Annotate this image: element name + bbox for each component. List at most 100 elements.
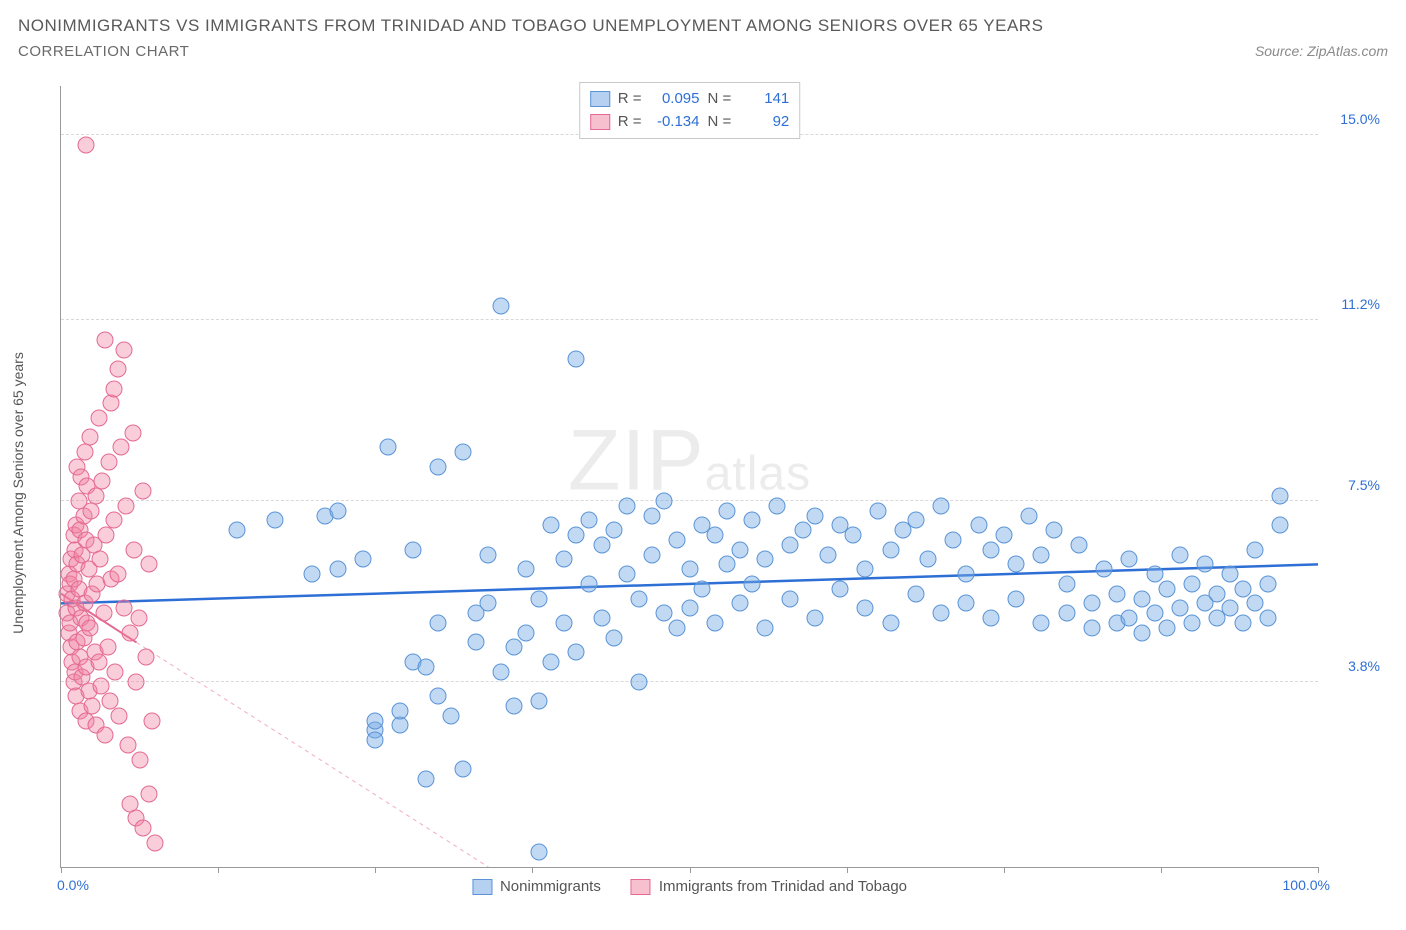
data-point — [417, 658, 434, 675]
x-tick — [375, 867, 376, 873]
legend-row: R = -0.134 N = 92 — [590, 111, 790, 134]
data-point — [1209, 585, 1226, 602]
data-point — [568, 644, 585, 661]
r-value: 0.095 — [650, 88, 700, 111]
data-point — [530, 844, 547, 861]
data-point — [109, 566, 126, 583]
data-point — [530, 590, 547, 607]
data-point — [96, 727, 113, 744]
y-tick-label: 15.0% — [1340, 111, 1380, 127]
data-point — [107, 663, 124, 680]
data-point — [304, 566, 321, 583]
data-point — [105, 380, 122, 397]
data-point — [90, 409, 107, 426]
swatch-pink-icon — [631, 879, 651, 895]
data-point — [103, 395, 120, 412]
data-point — [442, 707, 459, 724]
data-point — [769, 497, 786, 514]
data-point — [1083, 595, 1100, 612]
data-point — [932, 605, 949, 622]
data-point — [1222, 600, 1239, 617]
data-point — [430, 614, 447, 631]
data-point — [392, 702, 409, 719]
data-point — [467, 634, 484, 651]
swatch-blue-icon — [590, 91, 610, 107]
y-tick-label: 7.5% — [1348, 477, 1380, 493]
data-point — [1259, 610, 1276, 627]
data-point — [367, 732, 384, 749]
data-point — [681, 600, 698, 617]
data-point — [98, 527, 115, 544]
data-point — [81, 619, 98, 636]
data-point — [832, 580, 849, 597]
data-point — [631, 673, 648, 690]
data-point — [543, 654, 560, 671]
data-point — [1134, 590, 1151, 607]
data-point — [593, 610, 610, 627]
data-point — [455, 444, 472, 461]
data-point — [756, 551, 773, 568]
x-tick — [1004, 867, 1005, 873]
data-point — [417, 771, 434, 788]
data-point — [1108, 585, 1125, 602]
legend-item: Immigrants from Trinidad and Tobago — [631, 878, 907, 895]
data-point — [1146, 605, 1163, 622]
data-point — [983, 541, 1000, 558]
data-point — [731, 541, 748, 558]
data-point — [782, 536, 799, 553]
data-point — [1046, 522, 1063, 539]
data-point — [618, 566, 635, 583]
data-point — [794, 522, 811, 539]
data-point — [329, 561, 346, 578]
data-point — [1083, 619, 1100, 636]
data-point — [122, 624, 139, 641]
n-value: 141 — [739, 88, 789, 111]
data-point — [134, 819, 151, 836]
data-point — [857, 600, 874, 617]
data-point — [81, 429, 98, 446]
data-point — [91, 551, 108, 568]
y-axis-label: Unemployment Among Seniors over 65 years — [10, 352, 26, 634]
data-point — [430, 458, 447, 475]
data-point — [782, 590, 799, 607]
data-point — [266, 512, 283, 529]
data-point — [105, 512, 122, 529]
data-point — [970, 517, 987, 534]
data-point — [656, 605, 673, 622]
data-point — [128, 673, 145, 690]
data-point — [706, 614, 723, 631]
grid-line — [61, 500, 1318, 501]
data-point — [857, 561, 874, 578]
data-point — [1096, 561, 1113, 578]
data-point — [132, 751, 149, 768]
data-point — [455, 761, 472, 778]
data-point — [907, 512, 924, 529]
x-axis-max: 100.0% — [1283, 877, 1330, 893]
data-point — [492, 297, 509, 314]
data-point — [606, 522, 623, 539]
data-point — [354, 551, 371, 568]
data-point — [882, 541, 899, 558]
data-point — [995, 527, 1012, 544]
data-point — [95, 605, 112, 622]
data-point — [706, 527, 723, 544]
data-point — [100, 453, 117, 470]
data-point — [113, 439, 130, 456]
chart-subtitle: CORRELATION CHART — [18, 43, 189, 60]
data-point — [719, 502, 736, 519]
data-point — [480, 595, 497, 612]
data-point — [84, 697, 101, 714]
data-point — [958, 566, 975, 583]
x-tick — [61, 867, 62, 873]
grid-line — [61, 681, 1318, 682]
data-point — [807, 610, 824, 627]
data-point — [1159, 619, 1176, 636]
data-point — [1008, 590, 1025, 607]
data-point — [1222, 566, 1239, 583]
x-tick — [532, 867, 533, 873]
data-point — [1171, 600, 1188, 617]
r-label: R = — [618, 88, 642, 111]
data-point — [1033, 546, 1050, 563]
data-point — [1247, 541, 1264, 558]
data-point — [1184, 575, 1201, 592]
